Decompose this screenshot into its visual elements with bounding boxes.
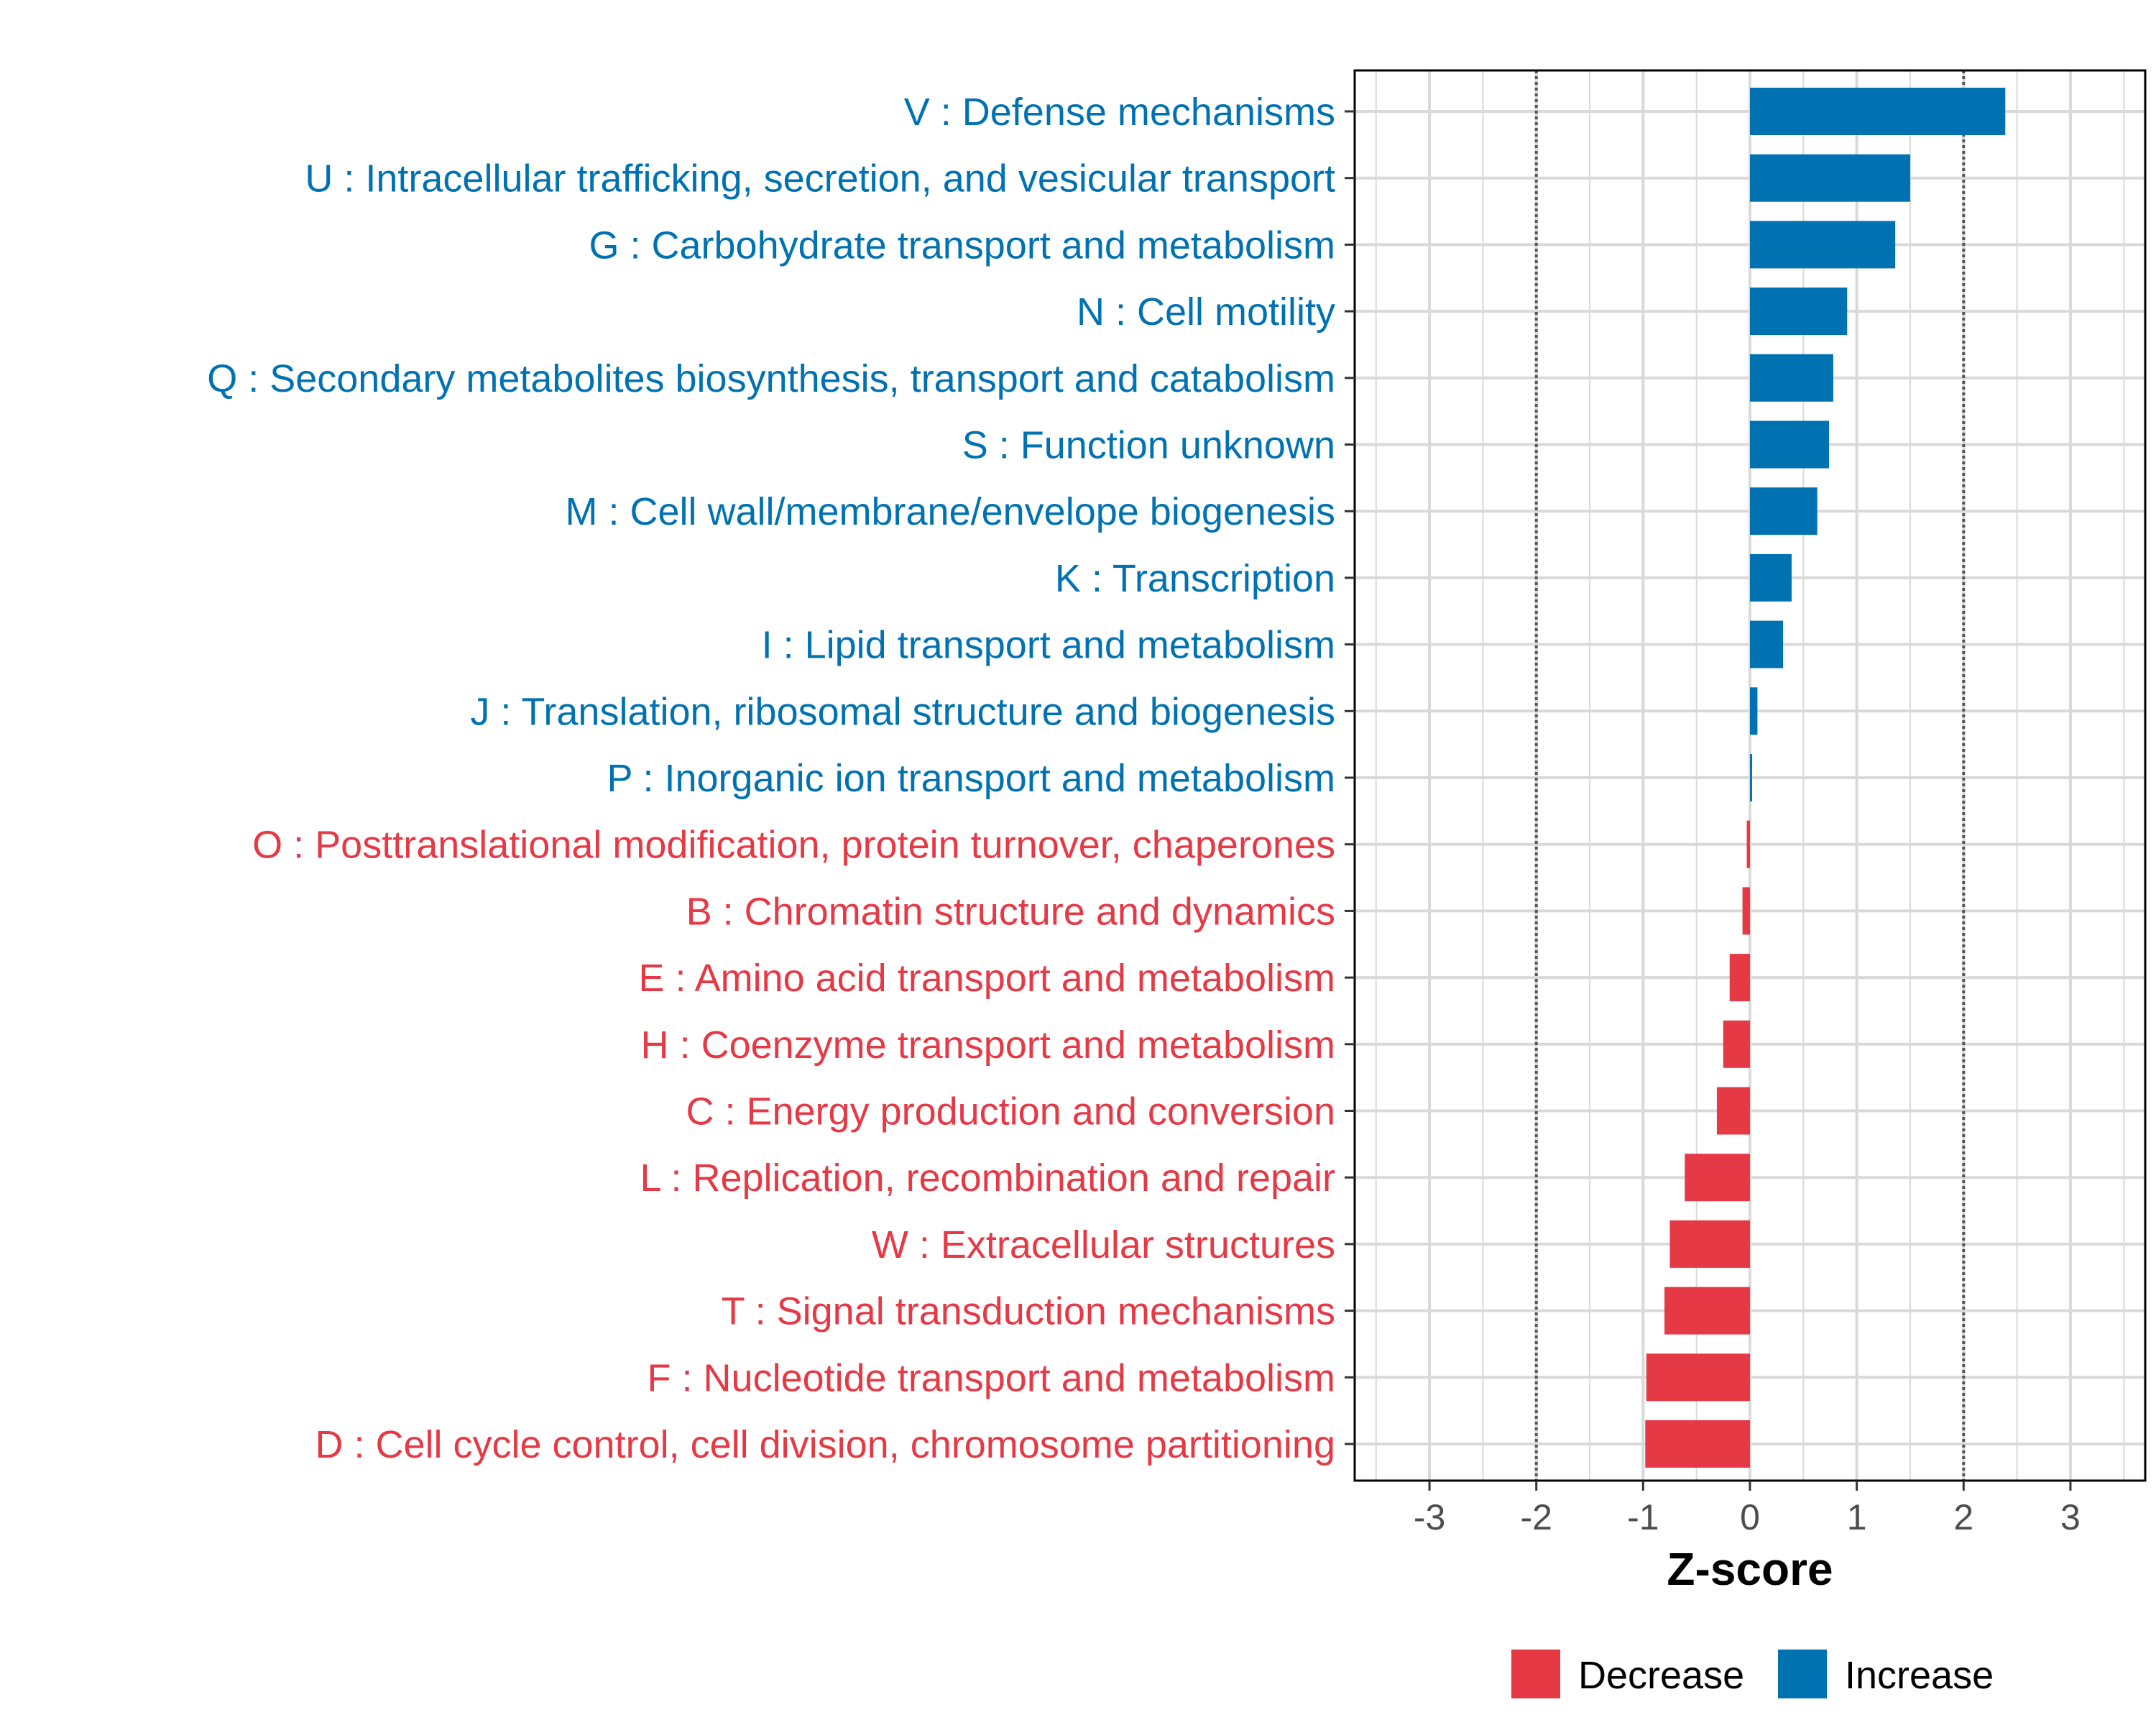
category-label: M : Cell wall/membrane/envelope biogenes… (565, 490, 1335, 533)
category-label: K : Transcription (1055, 557, 1335, 600)
x-axis-title: Z-score (1667, 1543, 1833, 1595)
category-label: U : Intracellular trafficking, secretion… (305, 157, 1335, 201)
category-label: Q : Secondary metabolites biosynthesis, … (207, 357, 1335, 400)
category-label: G : Carbohydrate transport and metabolis… (589, 224, 1336, 267)
category-label: W : Extracellular structures (872, 1223, 1335, 1266)
category-label: C : Energy production and conversion (686, 1090, 1335, 1133)
x-tick-label: 0 (1740, 1497, 1760, 1537)
legend-key-increase (1778, 1650, 1827, 1698)
x-tick-label: 1 (1847, 1497, 1867, 1537)
legend-key-decrease (1511, 1650, 1560, 1698)
bar (1723, 1020, 1750, 1068)
x-tick-label: -1 (1627, 1497, 1659, 1537)
bar (1750, 154, 1910, 202)
bar (1729, 954, 1750, 1002)
bar (1750, 221, 1896, 269)
category-label: S : Function unknown (962, 424, 1335, 467)
category-label: L : Replication, recombination and repai… (640, 1156, 1335, 1200)
x-tick-label: -3 (1414, 1497, 1445, 1537)
category-label: N : Cell motility (1077, 290, 1335, 334)
legend-label-increase: Increase (1845, 1654, 1994, 1697)
x-tick-label: -2 (1520, 1497, 1552, 1537)
x-tick-label: 3 (2060, 1497, 2081, 1537)
category-label: P : Inorganic ion transport and metaboli… (607, 757, 1335, 800)
category-label: D : Cell cycle control, cell division, c… (315, 1423, 1335, 1466)
bar (1716, 1087, 1750, 1135)
category-label: J : Translation, ribosomal structure and… (470, 690, 1335, 733)
category-label: E : Amino acid transport and metabolism (639, 957, 1335, 1000)
category-label: F : Nucleotide transport and metabolism (648, 1356, 1335, 1399)
bar (1646, 1353, 1750, 1402)
bar (1645, 1420, 1750, 1468)
bar (1664, 1287, 1750, 1335)
bar (1750, 288, 1848, 336)
category-label: B : Chromatin structure and dynamics (686, 890, 1335, 933)
bar (1750, 420, 1829, 469)
bar (1750, 620, 1784, 668)
bar (1750, 754, 1752, 801)
bar (1746, 820, 1750, 868)
bar (1750, 354, 1833, 402)
bar (1742, 887, 1750, 935)
category-label: H : Coenzyme transport and metabolism (641, 1024, 1335, 1067)
bar (1750, 487, 1818, 535)
legend-label-decrease: Decrease (1578, 1654, 1744, 1697)
bar (1750, 687, 1758, 735)
bar (1750, 88, 2006, 135)
bar (1750, 553, 1792, 602)
category-label: T : Signal transduction mechanisms (722, 1290, 1335, 1333)
x-tick-label: 2 (1953, 1497, 1973, 1537)
bar (1669, 1220, 1750, 1268)
bar (1685, 1154, 1750, 1202)
category-label: V : Defense mechanisms (904, 91, 1335, 134)
legend: Decrease Increase (1511, 1650, 1994, 1698)
category-label: O : Posttranslational modification, prot… (252, 824, 1335, 867)
category-label: I : Lipid transport and metabolism (762, 624, 1335, 667)
